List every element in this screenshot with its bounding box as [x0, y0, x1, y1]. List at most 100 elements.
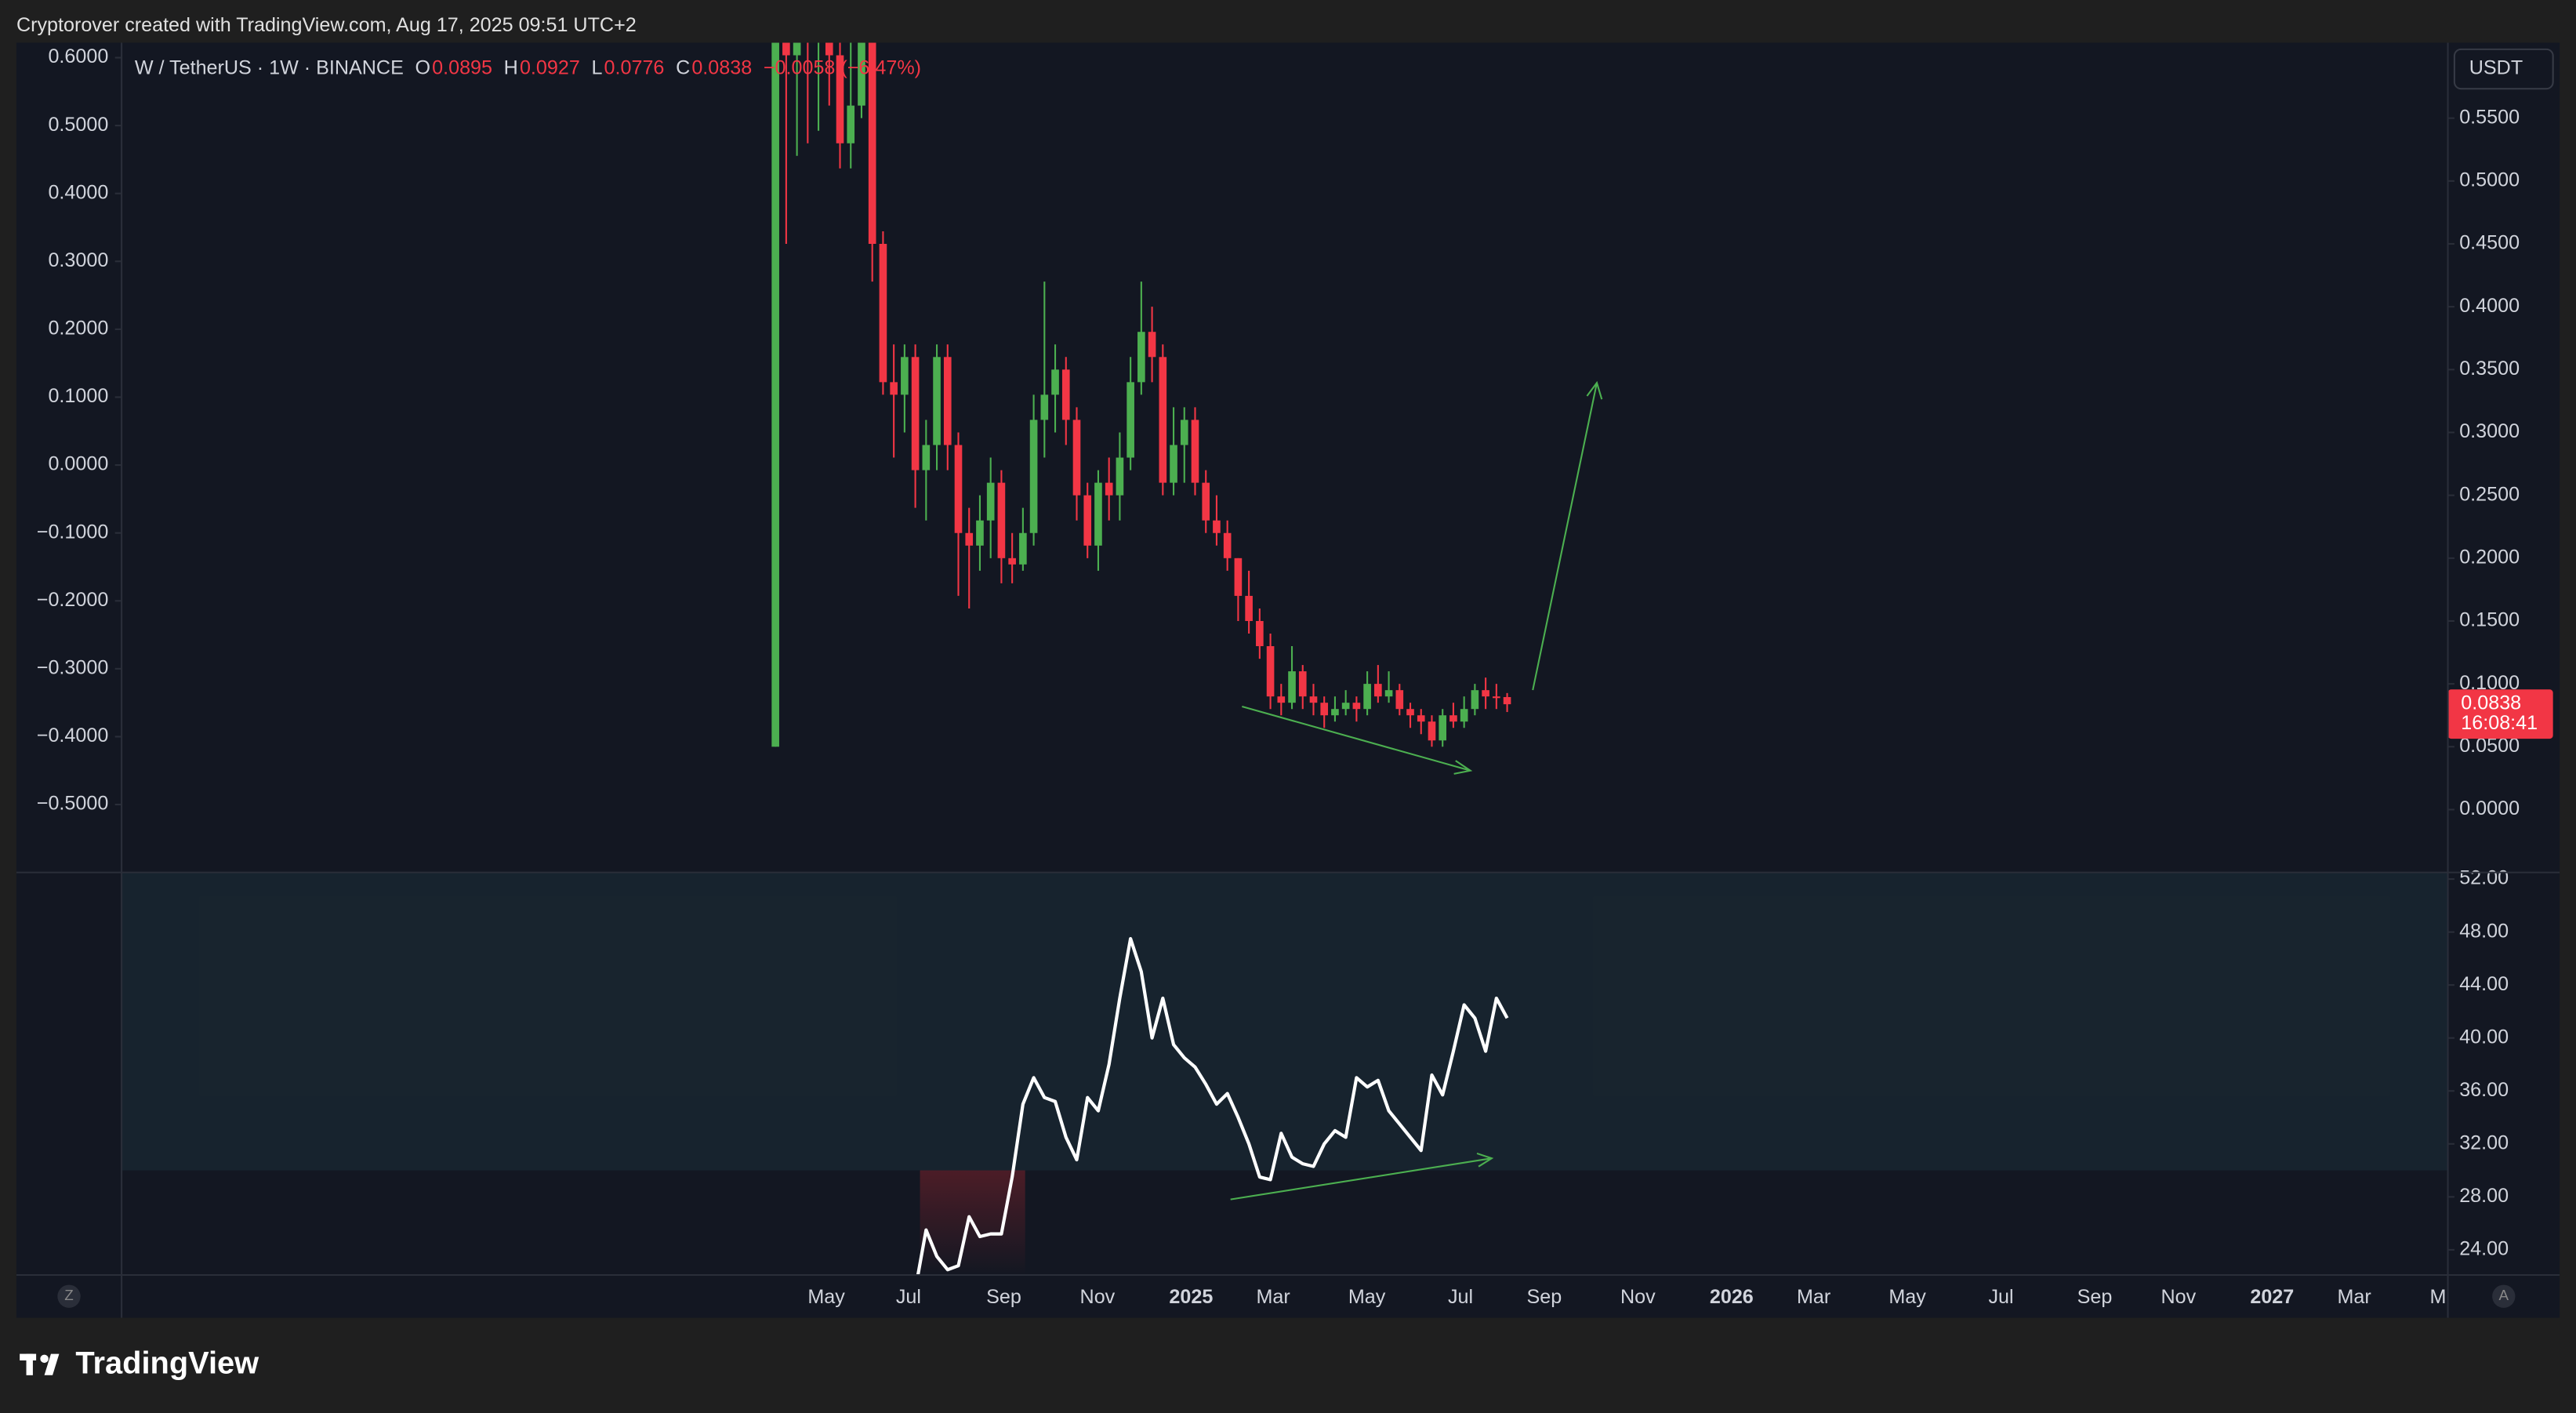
currency[interactable]: USDT — [2469, 57, 2523, 79]
button-label[interactable]: A — [2499, 1287, 2509, 1303]
x-tick-label: 2027 — [2250, 1286, 2294, 1308]
candle-body — [1234, 558, 1243, 596]
candle-body — [879, 244, 887, 383]
arrow-head — [1476, 1152, 1494, 1168]
currency-button[interactable] — [2453, 48, 2554, 90]
target-arrow — [1532, 383, 1598, 691]
candle-body — [1320, 703, 1329, 716]
x-tick-label: Sep — [986, 1286, 1021, 1308]
price-tag — [2447, 689, 2553, 739]
y-tick-label: 0.3000 — [2459, 420, 2520, 442]
y2-tick-label: 0.1000 — [48, 385, 108, 407]
y-tick-label: 0.4500 — [2459, 232, 2520, 254]
x-tick-label: M — [2429, 1286, 2446, 1308]
y-tick-label: 0.2500 — [2459, 483, 2520, 505]
candle-body — [782, 42, 790, 56]
ohlc-letter: L — [591, 57, 602, 79]
candle-body — [1439, 715, 1447, 741]
y-tick-label: 44.00 — [2459, 973, 2509, 995]
ohlc-letter: H — [504, 57, 518, 79]
candle-body — [1051, 369, 1059, 395]
x-tick-label: Jul — [1448, 1286, 1473, 1308]
candle-body — [1202, 482, 1210, 521]
x-tick-label: May — [807, 1286, 845, 1308]
candles — [771, 42, 1511, 747]
candle-body — [1180, 420, 1188, 445]
credit: Cryptorover created with TradingView.com… — [16, 14, 637, 36]
change: −0.0058 (−6.47%) — [764, 57, 921, 79]
arrow-head — [1453, 760, 1473, 775]
ohlc-letter: C — [676, 57, 690, 79]
candle-body — [1395, 690, 1404, 710]
plot: 0.00000.05000.10000.15000.20000.25000.30… — [37, 42, 2553, 1308]
candle-body — [1406, 709, 1414, 716]
candle-body — [836, 55, 844, 143]
y-tick-label: 48.00 — [2459, 920, 2509, 942]
y-tick-label: 24.00 — [2459, 1238, 2509, 1260]
candle-body — [911, 357, 920, 470]
x-tick-label: Jul — [896, 1286, 921, 1308]
candle-body — [825, 42, 833, 56]
y-tick-label: 0.4000 — [2459, 295, 2520, 317]
candle-body — [771, 42, 779, 747]
candle-body — [1083, 495, 1092, 546]
candle-body — [1105, 482, 1113, 496]
x-tick-label: Mar — [1256, 1286, 1290, 1308]
candle-body — [1493, 696, 1500, 699]
candle-body — [1245, 595, 1253, 621]
candle-body — [1374, 684, 1382, 697]
candle-body — [1137, 332, 1145, 383]
candle-body — [1072, 420, 1081, 496]
candle-body — [1127, 382, 1134, 458]
x-tick-label: Mar — [2337, 1286, 2371, 1308]
candle-body — [1256, 620, 1264, 647]
y2-tick-label: 0.2000 — [48, 318, 108, 340]
x-tick-label: 2026 — [1710, 1286, 1754, 1308]
candle-body — [1223, 532, 1232, 558]
auto-button[interactable] — [57, 1284, 81, 1308]
candle-body — [1094, 482, 1102, 546]
y2-tick-label: −0.2000 — [37, 589, 109, 611]
candle-body — [1331, 709, 1339, 716]
arrow-head — [1586, 380, 1603, 400]
x-tick-label: Jul — [1988, 1286, 2013, 1308]
price-tag-value: 0.0838 — [2461, 692, 2521, 714]
y-tick-label: 32.00 — [2459, 1131, 2509, 1153]
ohlc-value: 0.0927 — [520, 57, 580, 79]
candle-body — [1471, 690, 1479, 710]
candle-body — [1159, 357, 1167, 483]
candle-body — [1298, 671, 1307, 697]
divergence-line — [1242, 705, 1471, 772]
candle-body — [793, 42, 801, 56]
candle-body — [1428, 721, 1436, 741]
button-label[interactable]: Z — [64, 1287, 74, 1303]
logo — [20, 1353, 60, 1375]
y-tick-label: 0.3500 — [2459, 358, 2520, 380]
candle-body — [1503, 696, 1511, 705]
y2-tick-label: 0.4000 — [48, 181, 108, 203]
y-tick-label: 28.00 — [2459, 1185, 2509, 1207]
candle-body — [1040, 394, 1049, 420]
candle-body — [1029, 420, 1038, 533]
candle-body — [1384, 690, 1393, 697]
candle-body — [1460, 709, 1468, 722]
brand: TradingView — [75, 1346, 259, 1381]
y2-tick-label: −0.4000 — [37, 725, 109, 746]
rsi-bands — [122, 872, 2448, 1275]
candle-body — [1341, 703, 1350, 710]
candle-body — [1116, 457, 1124, 496]
candle-body — [1170, 445, 1177, 483]
symbol-title: W / TetherUS · 1W · BINANCE — [135, 57, 404, 79]
candle-body — [1213, 520, 1221, 533]
y-tick-label: 0.5500 — [2459, 106, 2520, 128]
auto-button[interactable] — [2492, 1284, 2516, 1308]
candle-body — [1148, 332, 1156, 358]
candle-body — [1266, 646, 1275, 697]
y2-tick-label: −0.3000 — [37, 656, 109, 678]
candle-body — [943, 357, 952, 445]
x-tick-label: Mar — [1797, 1286, 1830, 1308]
y2-tick-label: 0.6000 — [48, 45, 108, 67]
candle-body — [997, 482, 1006, 558]
ohlc-value: 0.0776 — [604, 57, 665, 79]
candle-body — [1288, 671, 1296, 703]
